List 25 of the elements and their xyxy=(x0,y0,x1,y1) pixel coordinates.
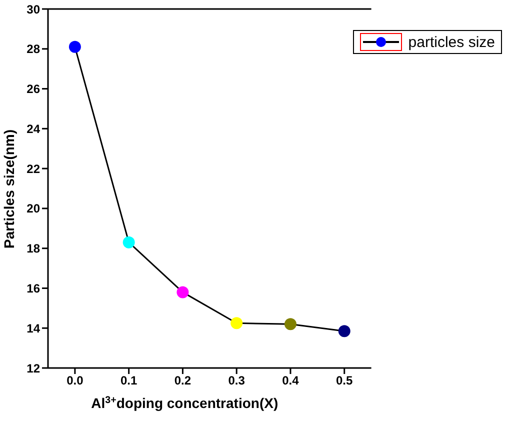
x-axis-title: Al$^{3+}$doping concentration(X) xyxy=(91,394,278,411)
y-tick-label: 16 xyxy=(26,281,40,296)
x-tick-label: 0.0 xyxy=(66,374,84,388)
y-tick-label: 20 xyxy=(26,202,40,216)
x-tick-label: 0.4 xyxy=(282,374,300,388)
y-tick-label: 12 xyxy=(26,361,40,376)
point xyxy=(230,317,243,330)
point xyxy=(338,325,350,338)
y-tick-label: 26 xyxy=(26,82,40,96)
point xyxy=(176,286,189,298)
y-tick-label: 22 xyxy=(26,162,40,176)
y-tick-label: 18 xyxy=(26,242,40,256)
y-tick-label: 30 xyxy=(26,2,40,16)
point xyxy=(122,236,135,248)
y-axis-title: Particles size(nm) xyxy=(0,129,17,248)
point xyxy=(284,318,296,330)
y-tick-label: 24 xyxy=(26,122,40,136)
x-tick-label: 0.2 xyxy=(174,374,192,388)
y-tick-label: 14 xyxy=(26,321,40,336)
x-tick-label: 0.1 xyxy=(120,374,138,388)
legend-label: particles size xyxy=(408,34,495,50)
y-tick-label: 28 xyxy=(26,42,40,56)
point xyxy=(68,40,81,53)
x-tick-label: 0.3 xyxy=(228,374,246,388)
x-tick-label: 0.5 xyxy=(336,374,354,388)
